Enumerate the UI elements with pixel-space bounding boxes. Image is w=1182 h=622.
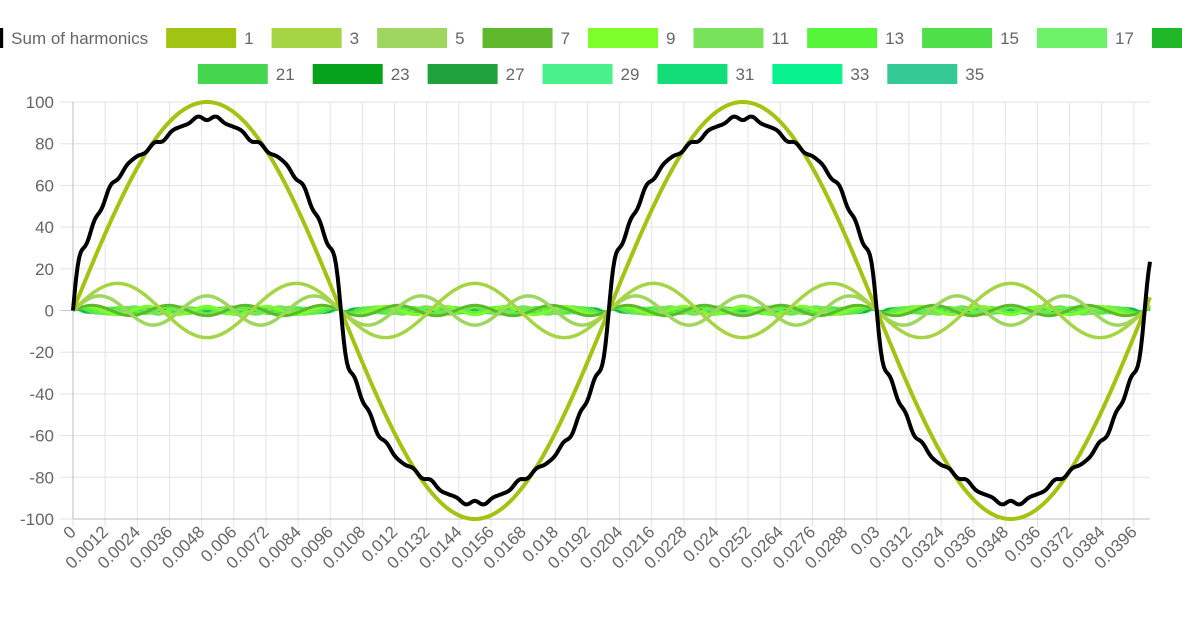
legend-label: 23 (391, 65, 410, 84)
legend-swatch (377, 28, 448, 48)
legend-swatch (693, 28, 764, 48)
series-line-h1 (71, 100, 1152, 521)
legend-swatch (772, 64, 843, 84)
x-tick-label: 0 (60, 522, 80, 542)
legend-label: 11 (772, 29, 790, 48)
legend-swatch (197, 64, 268, 84)
legend-swatch (807, 28, 878, 48)
legend-swatch (271, 28, 342, 48)
legend-label: 7 (561, 29, 570, 48)
legend-label: 33 (850, 65, 869, 84)
legend-label: 5 (455, 29, 464, 48)
legend-label: 21 (276, 65, 295, 84)
legend-label: 31 (735, 65, 754, 84)
y-tick-label: -100 (20, 510, 54, 529)
legend-swatch (427, 64, 498, 84)
y-tick-label: 80 (35, 135, 54, 154)
legend-swatch (312, 64, 383, 84)
legend-swatch (1037, 28, 1107, 48)
y-tick-label: 20 (35, 260, 54, 279)
legend: Sum of harmonics135791113151719212327293… (0, 28, 1182, 84)
legend-label: 13 (885, 29, 904, 48)
y-tick-label: -60 (29, 427, 54, 446)
y-tick-label: 0 (45, 302, 54, 321)
y-tick-label: 60 (35, 176, 54, 195)
legend-swatch (887, 64, 958, 84)
legend-label: 17 (1115, 29, 1134, 48)
legend-swatch (542, 64, 613, 84)
legend-label: 3 (350, 29, 359, 48)
y-tick-label: -40 (29, 385, 54, 404)
y-tick-label: -80 (29, 468, 54, 487)
legend-swatch (482, 28, 553, 48)
series-line-sum (71, 114, 1152, 507)
legend-swatch (1151, 28, 1182, 48)
series-lines (71, 100, 1152, 521)
legend-label: 35 (965, 65, 984, 84)
legend-swatch (588, 28, 659, 48)
y-tick-label: 100 (26, 93, 54, 112)
legend-label: 9 (666, 29, 675, 48)
legend-swatch (0, 28, 4, 48)
legend-label: 15 (1000, 29, 1019, 48)
legend-label: 29 (621, 65, 640, 84)
legend-label: 27 (506, 65, 525, 84)
y-tick-label: -20 (29, 343, 54, 362)
legend-swatch (922, 28, 993, 48)
legend-swatch (657, 64, 728, 84)
legend-label: 1 (244, 29, 253, 48)
y-tick-label: 40 (35, 218, 54, 237)
legend-swatch (166, 28, 237, 48)
legend-label: Sum of harmonics (11, 29, 148, 48)
